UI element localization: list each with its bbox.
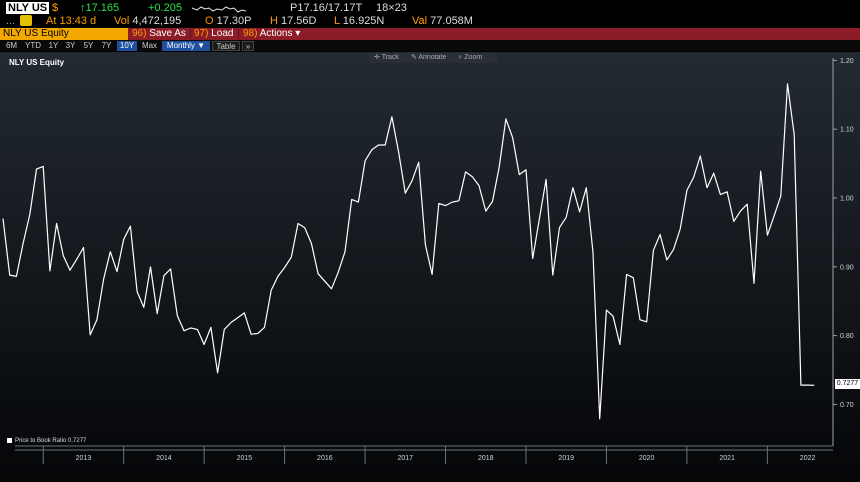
range-ytd-button[interactable]: YTD [25,41,41,50]
x-tick-label: 2013 [76,455,92,462]
actions-label: Actions ▾ [259,28,301,39]
bid-ask-size: 18×23 [376,2,407,14]
legend-swatch [7,438,12,443]
x-tick-label: 2015 [237,455,253,462]
table-button[interactable]: Table [212,41,240,51]
range-toolbar [0,40,860,51]
range-1y-button[interactable]: 1Y [48,41,59,50]
load-number: 97) [194,28,209,39]
more-button[interactable]: » [242,41,254,51]
range-7y-button[interactable]: 7Y [101,41,112,50]
high-value: 17.56D [281,15,317,27]
high-price: H 17.56D [270,15,317,27]
volume-value: 4,472,195 [132,15,182,27]
save-as-label: Save As [149,28,186,39]
annotate-label: Annotate [418,54,447,61]
chart-title: NLY US Equity [9,58,65,67]
trading-status-icon [20,15,32,26]
load-label: Load [211,28,234,39]
quote-row-primary: NLY US $ ↑17.165 +0.205 P17.16/17.17T 18… [0,2,860,15]
intraday-sparkline-icon [192,6,246,13]
security-field[interactable]: NLY US Equity [0,28,128,40]
open-value: 17.30P [216,15,252,27]
bid-ask: P17.16/17.17T [290,2,363,14]
actions-number: 98) [243,28,258,39]
ticker-symbol[interactable]: NLY US [6,2,50,14]
menu-divider [190,29,191,39]
load-button[interactable]: 97) Load [194,28,233,40]
currency-label: $ [52,2,59,14]
val-label: Val [412,15,428,27]
y-axis: 0.70 0.80 0.90 1.00 1.10 1.20 [832,58,854,446]
chart-legend[interactable]: Price to Book Ratio 0.7277 [7,438,86,444]
more-dots[interactable]: ... [6,15,16,27]
period-dropdown[interactable]: Monthly ▼ [162,41,210,51]
high-label: H [270,15,278,27]
open-price: O 17.30P [205,15,252,27]
save-as-number: 96) [132,28,147,39]
low-label: L [334,15,340,27]
y-tick-label: 0.70 [840,402,854,409]
legend-label: Price to Book Ratio 0.7277 [15,438,87,445]
y-tick-label: 0.80 [840,333,854,340]
range-max-button[interactable]: Max [141,41,158,50]
save-as-button[interactable]: 96) Save As [132,28,186,40]
range-6m-button[interactable]: 6M [5,41,18,50]
last-price: ↑17.165 [80,2,120,14]
open-label: O [205,15,214,27]
traded-value: Val 77.058M [412,15,473,27]
track-tool[interactable]: ✛ Track [374,54,399,61]
last-value-label: 0.7277 [835,379,860,389]
menu-divider [238,29,239,39]
time-value: 13:43 d [59,15,97,27]
annotate-tool[interactable]: ✎ Annotate [410,54,447,61]
x-tick-label: 2018 [478,455,494,462]
traded-value-amount: 77.058M [430,15,473,27]
x-tick-label: 2022 [800,455,816,462]
quote-row-secondary: ... At 13:43 d Vol 4,472,195 O 17.30P H … [0,15,860,28]
y-tick-label: 0.90 [840,264,854,271]
y-tick-label: 1.00 [840,196,854,203]
actions-menu[interactable]: 98) Actions ▾ [243,28,300,40]
y-tick-label: 1.20 [840,58,854,65]
at-label: At [46,15,57,27]
vol-label: Vol [114,15,130,27]
low-value: 16.925N [342,15,385,27]
x-tick-label: 2014 [156,455,172,462]
low-price: L 16.925N [334,15,384,27]
track-label: Track [381,54,399,61]
series-line-price-to-book [2,83,815,420]
zoom-label: Zoom [464,54,483,61]
net-change: +0.205 [148,2,182,14]
x-tick-label: 2016 [317,455,333,462]
last-trade-time: At 13:43 d [46,15,96,27]
volume: Vol 4,472,195 [114,15,181,27]
x-tick-label: 2021 [719,455,735,462]
series-layer [2,83,815,420]
menu-bar [0,28,860,40]
zoom-tool[interactable]: ⌕ Zoom [458,54,483,61]
chart-tools: ✛ Track ✎ Annotate ⌕ Zoom [370,53,499,63]
price-to-book-chart[interactable]: 0.700.800.901.001.101.20 2013 2014 2015 201… [0,52,860,482]
range-10y-button[interactable]: 10Y [117,41,137,51]
x-tick-label: 2020 [639,455,655,462]
x-tick-label: 2019 [558,455,574,462]
x-axis: 2013 2014 2015 2016 2017 2018 2019 2020 2021 2022 [15,445,833,464]
y-tick-label: 1.10 [840,127,854,134]
x-tick-label: 2017 [398,455,414,462]
range-3y-button[interactable]: 3Y [65,41,76,50]
range-5y-button[interactable]: 5Y [83,41,94,50]
